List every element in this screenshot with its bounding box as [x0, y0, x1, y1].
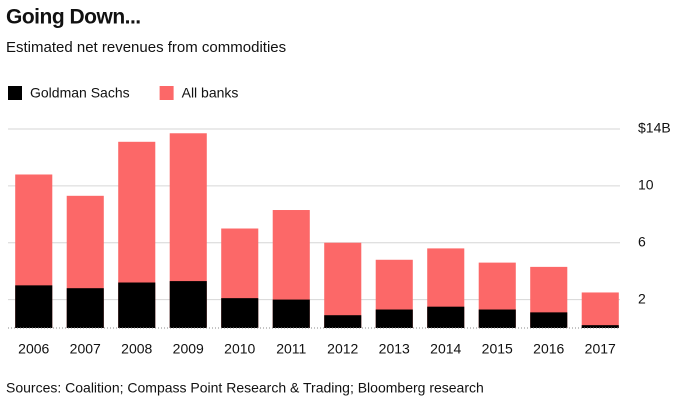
- x-tick-label: 2007: [70, 341, 101, 357]
- bar: [118, 282, 156, 328]
- x-tick-label: 2017: [585, 341, 616, 357]
- x-tick-label: 2006: [18, 341, 49, 357]
- legend-label: Goldman Sachs: [30, 85, 130, 101]
- bar: [324, 242, 362, 328]
- legend-swatch: [8, 86, 22, 100]
- bar: [375, 309, 413, 328]
- x-tick-label: 2013: [379, 341, 410, 357]
- x-tick-label: 2014: [430, 341, 461, 357]
- x-tick-label: 2015: [482, 341, 513, 357]
- chart-subtitle: Estimated net revenues from commodities: [6, 39, 286, 56]
- bar: [221, 298, 259, 328]
- y-tick-label: 6: [638, 233, 646, 249]
- x-tick-label: 2011: [276, 341, 306, 357]
- y-tick-label: 10: [638, 177, 654, 193]
- x-tick-label: 2008: [121, 341, 152, 357]
- bar: [581, 325, 619, 328]
- x-tick-label: 2010: [224, 341, 255, 357]
- chart-source: Sources: Coalition; Compass Point Resear…: [6, 380, 484, 396]
- bar: [581, 292, 619, 328]
- bar: [272, 299, 310, 328]
- bar: [66, 288, 104, 328]
- bar: [169, 281, 207, 328]
- x-tick-label: 2012: [327, 341, 358, 357]
- x-tick-label: 2009: [173, 341, 204, 357]
- chart-title: Going Down...: [6, 6, 141, 29]
- legend-swatch: [159, 86, 174, 100]
- bar: [530, 312, 568, 328]
- x-tick-label: 2016: [533, 341, 564, 357]
- y-tick-label: 2: [638, 290, 646, 306]
- y-tick-label: $14B: [638, 120, 671, 136]
- bar: [478, 309, 516, 328]
- legend-label: All banks: [182, 85, 239, 101]
- bar: [427, 306, 465, 328]
- bar: [324, 315, 362, 328]
- bar: [15, 285, 53, 328]
